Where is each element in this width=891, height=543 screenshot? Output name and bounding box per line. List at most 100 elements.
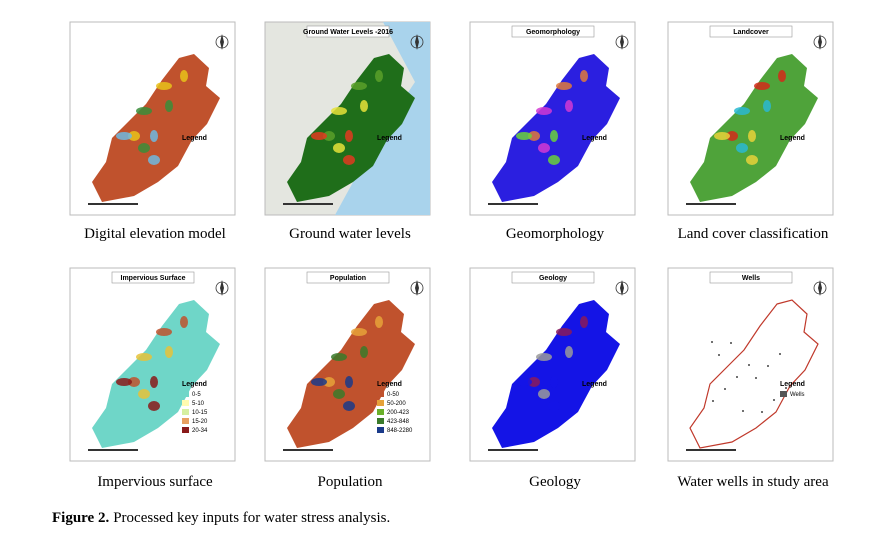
well-point [730, 342, 732, 344]
legend-swatch [377, 427, 384, 433]
well-point [724, 388, 726, 390]
panel-caption: Water wells in study area [677, 474, 829, 490]
map-zone [734, 107, 750, 115]
map-zone [116, 378, 132, 386]
map-zone [726, 131, 738, 141]
map-zone [331, 107, 347, 115]
scale-bar [283, 449, 333, 451]
legend: Legend [377, 135, 402, 142]
legend: Legend [582, 135, 607, 142]
title-box [511, 25, 595, 38]
well-point [773, 399, 775, 401]
map-zone [180, 316, 188, 328]
study-area [690, 54, 818, 202]
well-point [711, 341, 713, 343]
legend-title: Legend [582, 381, 607, 388]
map-zone [165, 100, 173, 112]
legend-swatch [377, 391, 384, 397]
map-panel: Geology Legend [469, 267, 636, 462]
study-area [492, 300, 620, 448]
map-zone [516, 132, 532, 140]
north-arrow-needle [620, 34, 624, 50]
figure-text: Processed key inputs for water stress an… [113, 510, 390, 526]
legend-label: 200-423 [387, 410, 410, 416]
legend-title: Legend [182, 381, 207, 388]
title-box [111, 271, 195, 284]
map-zone [714, 132, 730, 140]
legend-label: 15-20 [192, 419, 208, 425]
study-area-map [689, 299, 819, 449]
panel-title: Ground Water Levels -2016 [303, 29, 393, 36]
map-zone [180, 70, 188, 82]
study-area [287, 300, 415, 448]
well-point [785, 387, 787, 389]
legend-swatch [182, 409, 189, 415]
title-box [709, 25, 793, 38]
north-arrow-needle [620, 280, 624, 296]
map-zone [128, 131, 140, 141]
map-zone [736, 143, 748, 153]
scale-bar [686, 449, 736, 451]
legend: Legend [780, 135, 805, 142]
study-area-map [92, 300, 220, 448]
map-zone [128, 377, 140, 387]
map-zone [528, 131, 540, 141]
map-zone [351, 328, 367, 336]
map-zone [150, 376, 158, 388]
study-area [492, 54, 620, 202]
map-zone [136, 353, 152, 361]
north-arrow-needle [818, 34, 822, 50]
north-arrow-needle [818, 280, 822, 296]
legend-swatch [780, 391, 787, 397]
panel-caption: Geology [529, 474, 581, 490]
legend-label: 0-50 [387, 392, 400, 398]
map-zone [345, 376, 353, 388]
panel-title: Wells [742, 275, 760, 282]
map-zone [148, 155, 160, 165]
panel-title: Landcover [733, 29, 769, 36]
map-zone [138, 389, 150, 399]
sea [335, 22, 430, 215]
map-zone [156, 328, 172, 336]
map-panel: Population Legend 0-50 50-200 200-423 423-848… [264, 267, 431, 462]
map-panel: Landcover Legend [667, 21, 834, 216]
map-zone [136, 107, 152, 115]
map-panel: Legend [69, 21, 236, 216]
legend-swatch [377, 400, 384, 406]
map-zone [333, 389, 345, 399]
map-zone [538, 389, 550, 399]
legend-swatch [182, 391, 189, 397]
scale-bar [488, 449, 538, 451]
well-point [742, 410, 744, 412]
legend-label: 423-848 [387, 419, 410, 425]
legend-swatch [377, 418, 384, 424]
scale-bar [88, 449, 138, 451]
panel-caption: Ground water levels [289, 226, 411, 242]
map-zone [351, 82, 367, 90]
legend-label: 50-200 [387, 401, 406, 407]
map-zone [323, 377, 335, 387]
map-zone [556, 328, 572, 336]
figure-label: Figure 2. [52, 510, 109, 526]
map-zone [580, 70, 588, 82]
map-zone [538, 143, 550, 153]
map-zone [754, 82, 770, 90]
study-area-map [492, 300, 620, 448]
map-zone [343, 401, 355, 411]
north-arrow-needle [415, 280, 419, 296]
study-area-map [690, 54, 818, 202]
legend-label: 5-10 [192, 401, 205, 407]
legend-title: Legend [582, 135, 607, 142]
legend-title: Legend [377, 135, 402, 142]
legend-swatch [182, 400, 189, 406]
map-zone [746, 155, 758, 165]
map-zone [331, 353, 347, 361]
map-zone [516, 378, 532, 386]
map-panel: Impervious Surface Legend 0-5 5-10 10-15 15-2… [69, 267, 236, 462]
well-point [736, 376, 738, 378]
scale-bar [686, 203, 736, 205]
legend: Legend 0-50 50-200 200-423 423-848 848-2280 [377, 381, 413, 434]
panel-title: Geomorphology [526, 29, 580, 36]
legend: Legend [182, 135, 207, 142]
legend: Legend [582, 381, 607, 388]
